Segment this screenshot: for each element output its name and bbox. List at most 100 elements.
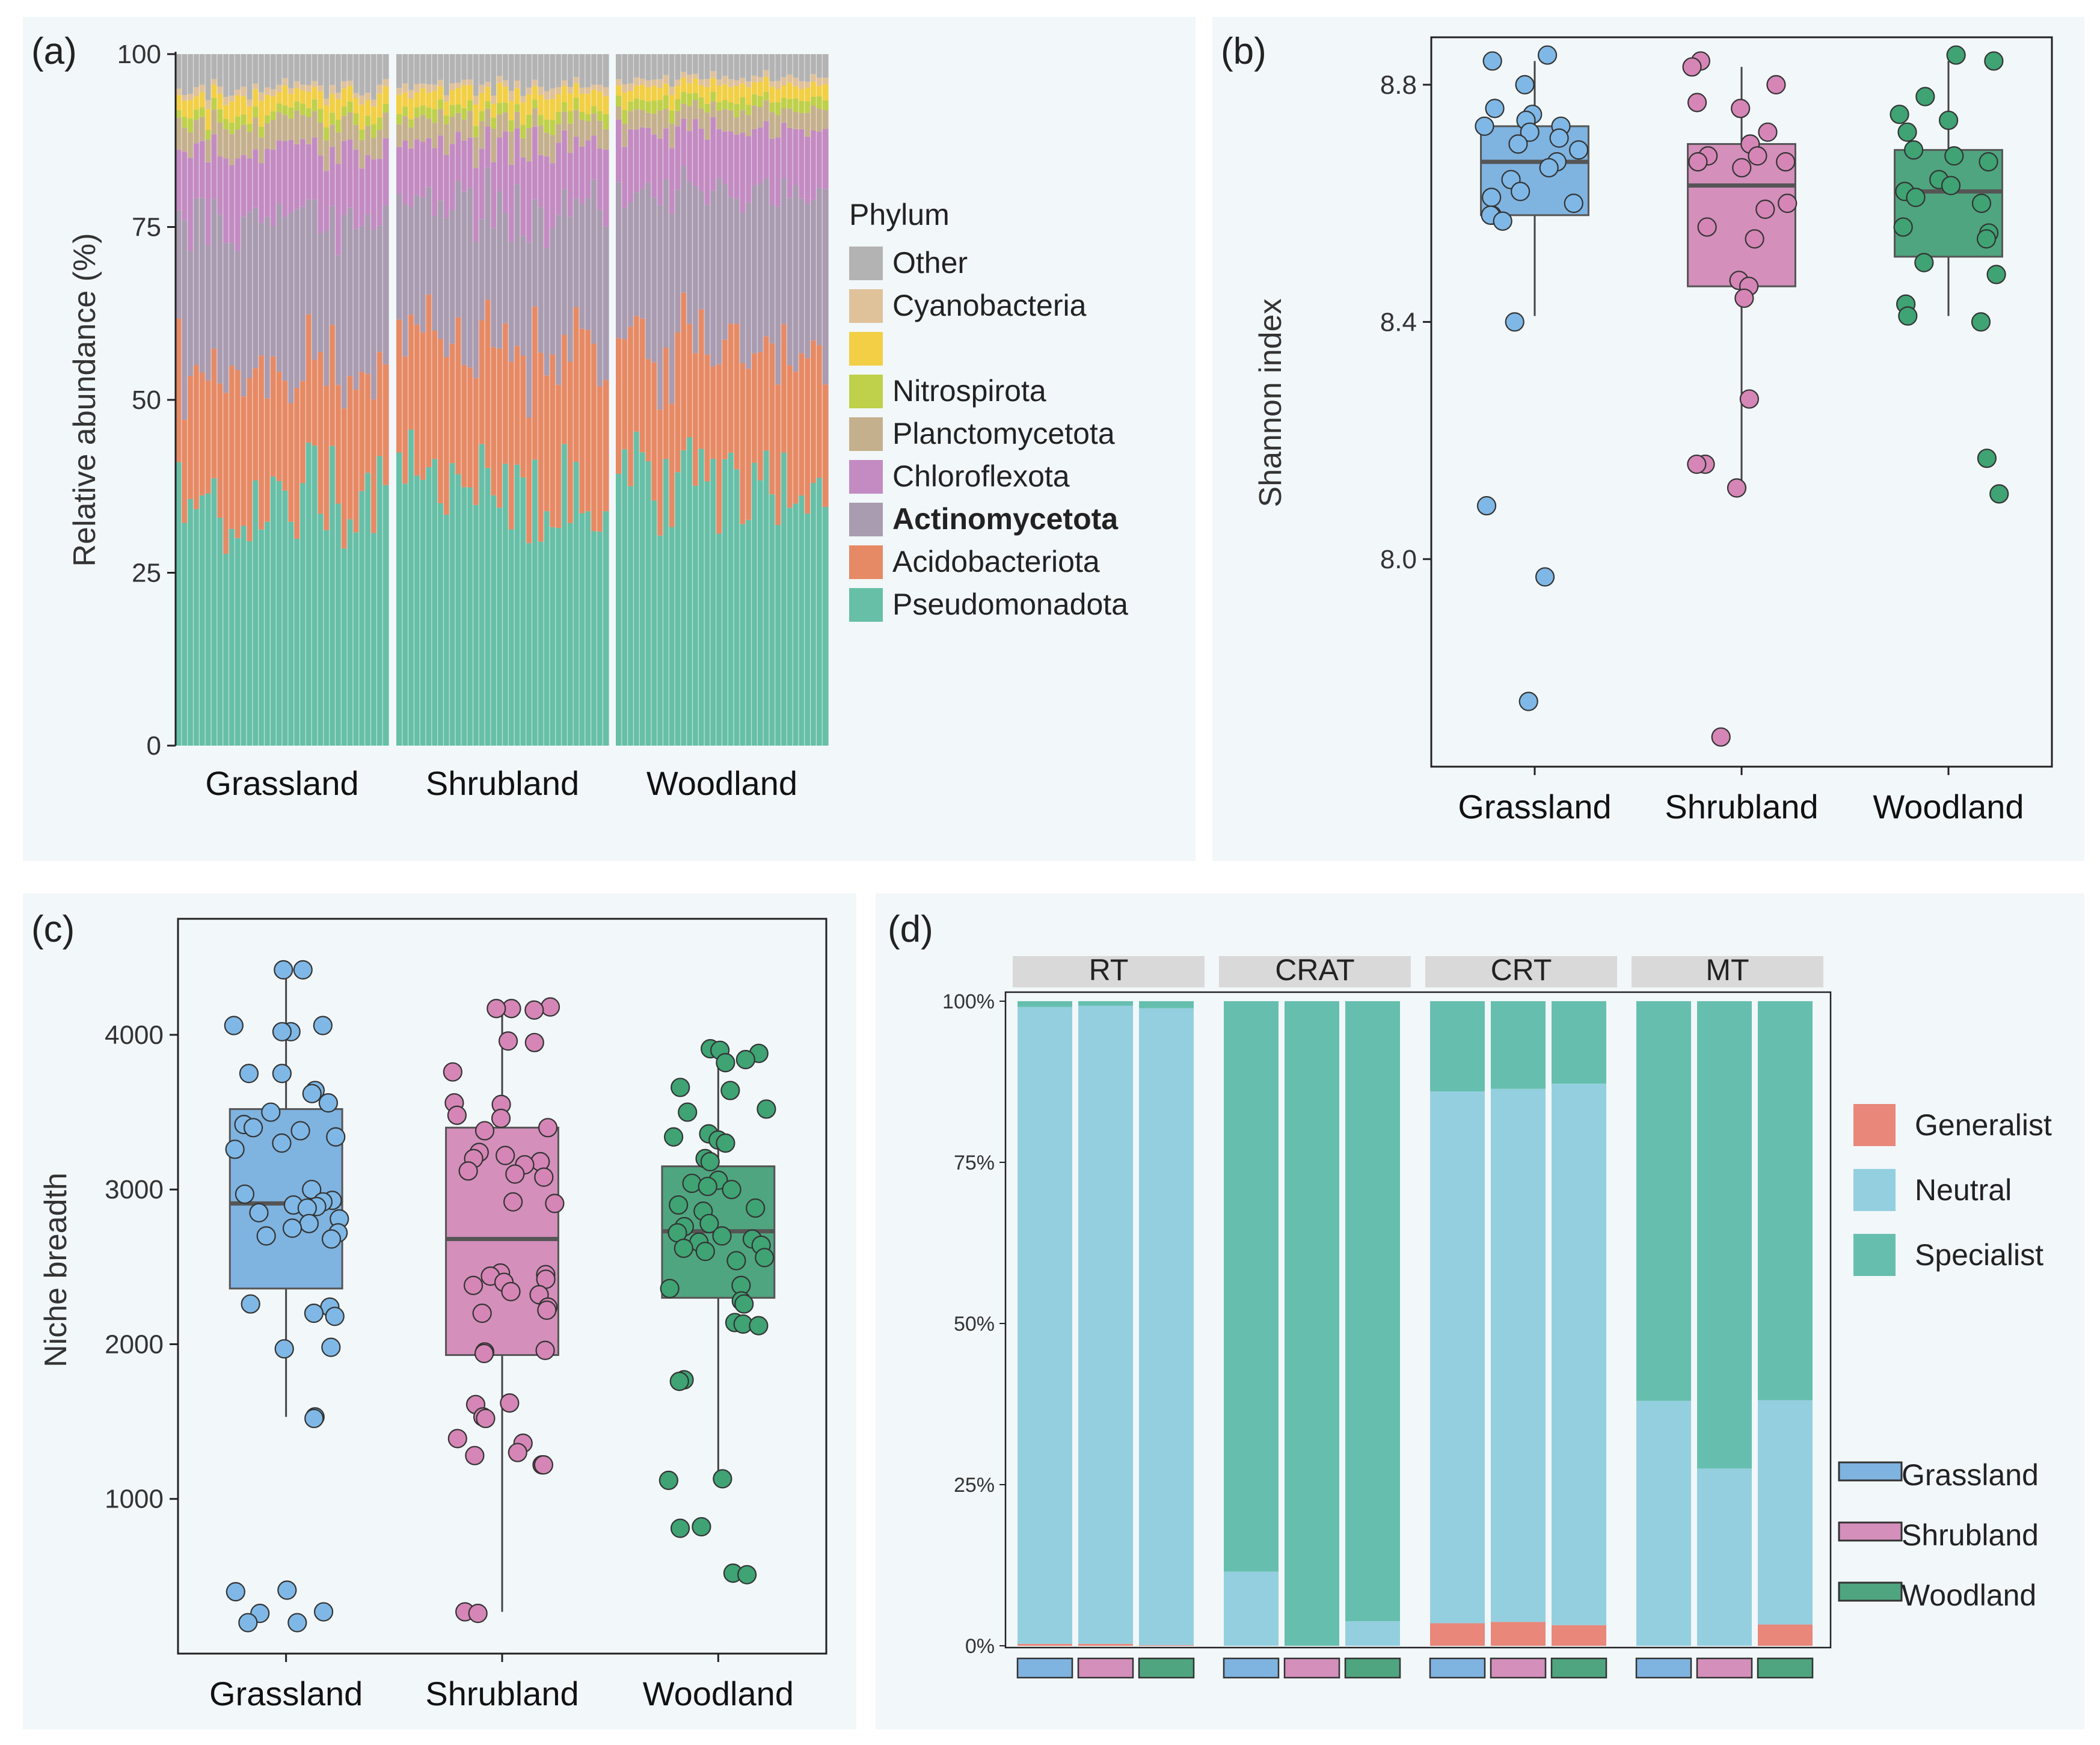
b-data-point — [1776, 152, 1796, 172]
bar-segment-unnamed — [223, 105, 230, 119]
bar-segment-nitrospirota — [573, 97, 580, 110]
bar-segment-acidobacteriota — [258, 355, 265, 530]
bar-segment-nitrospirota — [299, 103, 306, 115]
bar-segment-actinomycetota — [502, 213, 509, 324]
bar-segment-other — [276, 54, 283, 85]
bar-segment-chloroflexota — [745, 136, 752, 203]
bar-segment-chloroflexota — [816, 132, 823, 188]
c-data-point — [274, 960, 293, 980]
legend-swatch — [849, 460, 883, 494]
b-x-tick-label: Shrubland — [1665, 788, 1818, 826]
bar-segment-acidobacteriota — [358, 372, 366, 491]
bar-segment-actinomycetota — [258, 222, 265, 356]
bar-segment-other — [663, 54, 669, 75]
c-x-tick-label: Grassland — [209, 1675, 363, 1713]
c-data-point — [538, 1118, 558, 1138]
c-data-point — [755, 1248, 775, 1268]
bar-segment-acidobacteriota — [669, 403, 675, 527]
bar-segment-cyanobacteria — [728, 79, 734, 87]
bar-segment-chloroflexota — [205, 162, 212, 245]
c-data-point — [534, 1167, 554, 1187]
bar-segment-unnamed — [597, 91, 603, 111]
bar-segment-nitrospirota — [526, 114, 533, 129]
bar-segment-unnamed — [252, 89, 259, 107]
bar-segment-actinomycetota — [199, 197, 206, 373]
bar-segment-planctomycetota — [781, 108, 787, 123]
bar-segment-planctomycetota — [193, 120, 200, 144]
bar-segment-nitrospirota — [335, 119, 342, 133]
x-tick-label: Grassland — [205, 764, 358, 802]
bar-segment-cyanobacteria — [651, 79, 658, 86]
bar-segment-unnamed — [461, 85, 468, 108]
c-data-point — [670, 1518, 690, 1538]
bar-segment-planctomycetota — [449, 117, 456, 144]
bar-segment-cyanobacteria — [449, 83, 456, 90]
legend-swatch — [849, 375, 883, 408]
bar-segment-acidobacteriota — [639, 318, 646, 453]
b-data-point — [1979, 152, 1998, 172]
bar-segment-cyanobacteria — [479, 84, 485, 93]
bar-segment-chloroflexota — [467, 137, 474, 188]
bar-segment-acidobacteriota — [473, 378, 479, 505]
bar-segment-other — [318, 54, 324, 86]
c-y-tick-label: 4000 — [105, 1020, 164, 1050]
c-y-tick-label: 1000 — [105, 1485, 164, 1514]
bar-segment-actinomycetota — [402, 204, 409, 357]
bar-segment-acidobacteriota — [555, 384, 562, 528]
bar-segment-pseudomonadota — [229, 529, 235, 746]
bar-segment-actinomycetota — [538, 207, 544, 353]
bar-segment-other — [490, 54, 497, 96]
facet-label: CRT — [1491, 953, 1552, 987]
bar-segment-pseudomonadota — [757, 480, 764, 746]
bar-segment-acidobacteriota — [675, 332, 681, 473]
bar-segment-unnamed — [621, 92, 628, 111]
bar-segment-unnamed — [502, 87, 509, 103]
c-data-point — [700, 1152, 720, 1172]
bar-segment-other — [382, 54, 389, 79]
bar-segment-pseudomonadota — [258, 529, 265, 746]
bar-segment-actinomycetota — [252, 207, 259, 369]
bar-segment-actinomycetota — [370, 229, 377, 400]
bar-segment-planctomycetota — [804, 112, 811, 137]
bar-segment-cyanobacteria — [437, 79, 444, 87]
b-data-point — [1564, 194, 1583, 213]
bar-segment-chloroflexota — [579, 146, 586, 204]
bar-segment-acidobacteriota — [402, 356, 409, 484]
bar-segment-pseudomonadota — [692, 485, 699, 746]
bar-segment-planctomycetota — [585, 121, 592, 141]
bar-segment-nitrospirota — [329, 112, 336, 125]
bar-segment-other — [323, 54, 330, 99]
b-data-point — [1734, 288, 1754, 308]
bar-segment-cyanobacteria — [329, 85, 336, 94]
bar-segment-acidobacteriota — [205, 380, 212, 494]
bar-segment-unnamed — [675, 85, 681, 100]
bar-segment-pseudomonadota — [293, 538, 301, 746]
bar-segment-pseudomonadota — [426, 467, 432, 746]
bar-segment-acidobacteriota — [461, 364, 468, 488]
facet-label: MT — [1705, 953, 1749, 987]
bar-segment-other — [312, 54, 318, 81]
c-data-point — [235, 1184, 254, 1204]
bar-segment-unnamed — [514, 88, 521, 105]
bar-segment-chloroflexota — [305, 144, 312, 200]
bar-segment-nitrospirota — [751, 94, 758, 106]
bar-segment-acidobacteriota — [680, 292, 687, 450]
bar-segment-nitrospirota — [804, 101, 811, 113]
c-data-point — [274, 1339, 294, 1359]
bar-segment-chloroflexota — [573, 136, 580, 199]
bar-segment-pseudomonadota — [193, 509, 200, 746]
bar-segment-chloroflexota — [247, 158, 253, 212]
bar-segment-pseudomonadota — [686, 437, 693, 746]
bar-segment-acidobacteriota — [496, 348, 503, 508]
bar-segment-actinomycetota — [526, 242, 533, 418]
bar-segment-other — [822, 54, 829, 78]
bar-segment-unnamed — [467, 85, 474, 100]
bar-segment-pseudomonadota — [282, 490, 289, 746]
bar-segment-other — [396, 54, 403, 88]
bar-segment-other — [793, 54, 799, 78]
bar-segment-cyanobacteria — [485, 82, 491, 87]
bar-segment-unnamed — [370, 106, 377, 124]
bar-segment-actinomycetota — [520, 236, 527, 356]
bar-segment-nitrospirota — [193, 109, 200, 120]
bar-segment-cyanobacteria — [293, 81, 301, 88]
